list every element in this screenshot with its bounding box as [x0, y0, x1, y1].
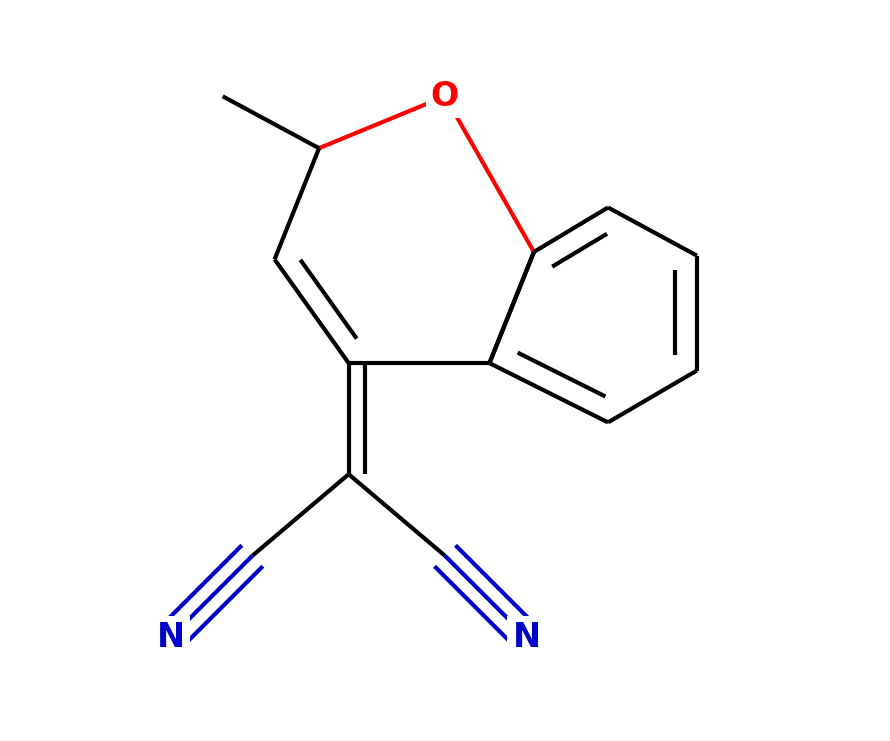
Text: N: N [513, 621, 540, 654]
Text: N: N [157, 621, 185, 654]
Text: O: O [431, 80, 459, 113]
